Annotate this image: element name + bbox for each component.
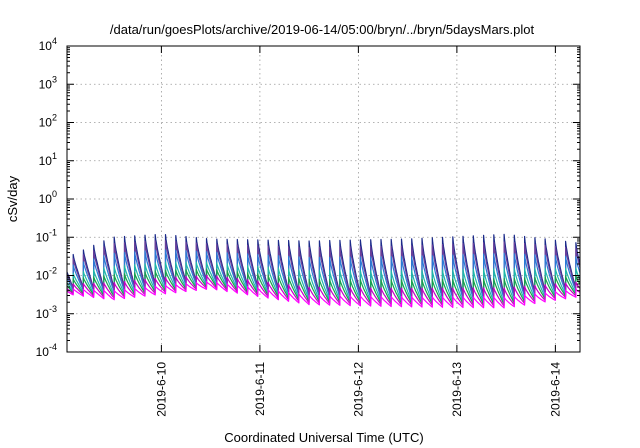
y-axis-label: cSv/day	[5, 175, 20, 222]
y-tick-label: 103	[39, 74, 57, 91]
y-tick-label-exponent: -2	[49, 266, 57, 276]
y-tick-label: 10-4	[36, 342, 57, 359]
y-tick-label-exponent: -1	[49, 227, 57, 237]
y-tick-label: 101	[39, 151, 57, 168]
y-tick-label-exponent: 3	[52, 74, 57, 84]
y-tick-label-exponent: -4	[49, 342, 57, 352]
y-tick-label-exponent: 2	[52, 113, 57, 123]
series-group	[66, 233, 581, 309]
y-tick-label-exponent: 1	[52, 151, 57, 161]
x-axis-label: Coordinated Universal Time (UTC)	[224, 430, 423, 445]
x-tick-label: 2019-6-14	[548, 362, 562, 417]
y-tick-label-exponent: 0	[52, 189, 57, 199]
series-line	[66, 274, 581, 307]
y-tick-label: 100	[39, 189, 57, 206]
x-tick-label: 2019-6-12	[351, 362, 365, 417]
x-tick-label: 2019-6-13	[450, 362, 464, 417]
y-tick-label-base: 10	[39, 116, 53, 130]
x-tick-label: 2019-6-11	[253, 362, 267, 416]
y-tick-label-base: 10	[39, 154, 53, 168]
series-line	[66, 268, 581, 305]
y-tick-label: 102	[39, 113, 57, 130]
y-tick-label-base: 10	[36, 230, 50, 244]
y-tick-label-base: 10	[36, 307, 50, 321]
y-tick-label-exponent: 4	[52, 36, 57, 46]
x-tick-label: 2019-6-10	[154, 362, 168, 417]
series-line	[66, 249, 581, 300]
series-line	[66, 240, 581, 298]
y-tick-label: 10-3	[36, 304, 57, 321]
x-axis: 2019-6-10 2019-6-11 2019-6-12 2019-6-13 2019…	[154, 46, 562, 417]
y-tick-label-base: 10	[39, 192, 53, 206]
series-line	[66, 261, 581, 303]
y-tick-label: 10-2	[36, 266, 57, 283]
grid	[67, 46, 580, 352]
y-tick-label-base: 10	[36, 345, 50, 359]
chart-title: /data/run/goesPlots/archive/2019-06-14/0…	[110, 22, 535, 37]
y-tick-label-exponent: -3	[49, 304, 57, 314]
series-line	[66, 281, 581, 309]
y-tick-label-base: 10	[39, 39, 53, 53]
y-tick-label-base: 10	[39, 77, 53, 91]
y-tick-label-base: 10	[36, 269, 50, 283]
y-tick-label: 10-1	[36, 227, 57, 244]
y-tick-label: 104	[39, 36, 57, 53]
